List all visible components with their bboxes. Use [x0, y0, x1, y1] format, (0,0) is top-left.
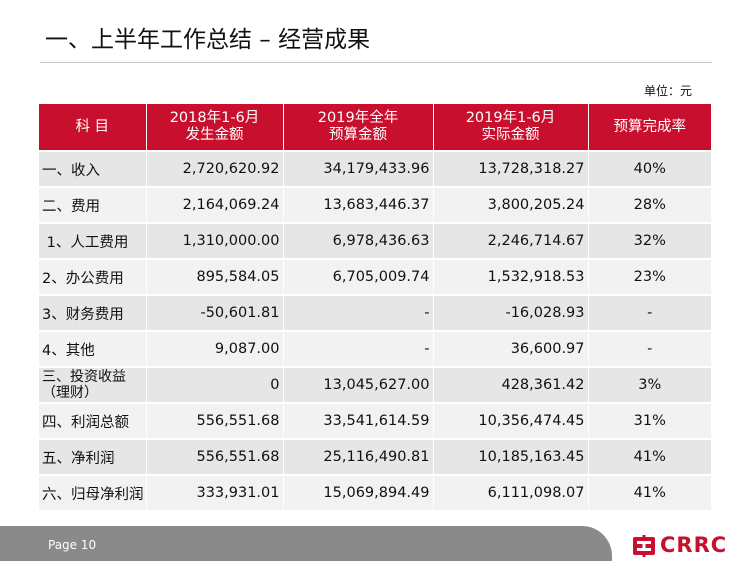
row-name: 四、利润总额	[39, 402, 147, 439]
table-row: 一、收入 2,720,620.92 34,179,433.96 13,728,3…	[39, 150, 711, 187]
cell-actual: 6,111,098.07	[433, 474, 589, 510]
cell-2018: 556,551.68	[146, 438, 284, 475]
table-row: 2、办公费用 895,584.05 6,705,009.74 1,532,918…	[39, 258, 711, 295]
cell-actual: 36,600.97	[433, 330, 589, 367]
row-name: 1、人工费用	[39, 222, 147, 259]
cell-budget: -	[283, 294, 434, 331]
row-name: 六、归母净利润	[39, 474, 147, 510]
table-row: 4、其他 9,087.00 - 36,600.97 -	[39, 330, 711, 367]
cell-actual: 2,246,714.67	[433, 222, 589, 259]
cell-2018: -50,601.81	[146, 294, 284, 331]
cell-2018: 2,720,620.92	[146, 150, 284, 187]
cell-rate: 3%	[588, 366, 711, 403]
cell-2018: 556,551.68	[146, 402, 284, 439]
cell-rate: -	[588, 330, 711, 367]
row-name: 3、财务费用	[39, 294, 147, 331]
operating-results-table: 科 目 2018年1-6月 发生金额 2019年全年 预算金额 2019年1-6…	[39, 104, 711, 510]
cell-actual: 10,185,163.45	[433, 438, 589, 475]
table-row: 四、利润总额 556,551.68 33,541,614.59 10,356,4…	[39, 402, 711, 439]
footer-bar	[0, 526, 612, 561]
cell-actual: 10,356,474.45	[433, 402, 589, 439]
cell-budget: -	[283, 330, 434, 367]
cell-budget: 15,069,894.49	[283, 474, 434, 510]
cell-budget: 6,705,009.74	[283, 258, 434, 295]
cell-budget: 25,116,490.81	[283, 438, 434, 475]
cell-rate: 31%	[588, 402, 711, 439]
title-divider	[40, 62, 712, 63]
cell-actual: 428,361.42	[433, 366, 589, 403]
cell-2018: 9,087.00	[146, 330, 284, 367]
header-2018-h1: 2018年1-6月 发生金额	[146, 104, 284, 151]
header-2019-h1-actual: 2019年1-6月 实际金额	[433, 104, 589, 151]
table-row: 二、费用 2,164,069.24 13,683,446.37 3,800,20…	[39, 186, 711, 223]
cell-actual: 1,532,918.53	[433, 258, 589, 295]
row-name: 一、收入	[39, 150, 147, 187]
unit-label: 单位：元	[643, 84, 692, 98]
cell-2018: 895,584.05	[146, 258, 284, 295]
page-title: 一、上半年工作总结 – 经营成果	[45, 27, 371, 53]
row-name: 三、投资收益（理财）	[39, 366, 147, 403]
cell-budget: 33,541,614.59	[283, 402, 434, 439]
cell-budget: 34,179,433.96	[283, 150, 434, 187]
header-subject: 科 目	[39, 104, 147, 151]
row-name: 2、办公费用	[39, 258, 147, 295]
cell-actual: 3,800,205.24	[433, 186, 589, 223]
cell-2018: 333,931.01	[146, 474, 284, 510]
table-row: 3、财务费用 -50,601.81 - -16,028.93 -	[39, 294, 711, 331]
row-name: 五、净利润	[39, 438, 147, 475]
table-row: 六、归母净利润 333,931.01 15,069,894.49 6,111,0…	[39, 474, 711, 510]
cell-budget: 6,978,436.63	[283, 222, 434, 259]
cell-2018: 2,164,069.24	[146, 186, 284, 223]
table-header-row: 科 目 2018年1-6月 发生金额 2019年全年 预算金额 2019年1-6…	[39, 104, 711, 151]
cell-rate: 41%	[588, 474, 711, 510]
cell-budget: 13,683,446.37	[283, 186, 434, 223]
cell-2018: 1,310,000.00	[146, 222, 284, 259]
cell-2018: 0	[146, 366, 284, 403]
cell-budget: 13,045,627.00	[283, 366, 434, 403]
cell-rate: 40%	[588, 150, 711, 187]
row-name: 4、其他	[39, 330, 147, 367]
header-budget-completion-rate: 预算完成率	[588, 104, 711, 151]
cell-rate: 41%	[588, 438, 711, 475]
row-name: 二、费用	[39, 186, 147, 223]
cell-actual: 13,728,318.27	[433, 150, 589, 187]
table-row: 三、投资收益（理财） 0 13,045,627.00 428,361.42 3%	[39, 366, 711, 403]
crrc-logo-icon	[633, 535, 655, 557]
cell-rate: 32%	[588, 222, 711, 259]
cell-rate: 28%	[588, 186, 711, 223]
header-2019-budget: 2019年全年 预算金额	[283, 104, 434, 151]
table-row: 五、净利润 556,551.68 25,116,490.81 10,185,16…	[39, 438, 711, 475]
table-row: 1、人工费用 1,310,000.00 6,978,436.63 2,246,7…	[39, 222, 711, 259]
page-number: Page 10	[48, 538, 97, 552]
cell-actual: -16,028.93	[433, 294, 589, 331]
logo-wordmark: CRRC	[660, 533, 728, 557]
cell-rate: 23%	[588, 258, 711, 295]
cell-rate: -	[588, 294, 711, 331]
